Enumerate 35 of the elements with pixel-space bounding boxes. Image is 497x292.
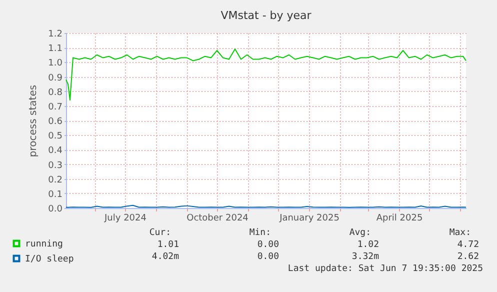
y-tick-label: 1.0 bbox=[48, 58, 63, 69]
line-series bbox=[66, 48, 466, 101]
text: 4.02m bbox=[152, 252, 179, 262]
y-tick-label: 0.7 bbox=[48, 102, 62, 112]
x-tick-label: April 2025 bbox=[376, 214, 423, 224]
text: 0.00 bbox=[257, 252, 279, 262]
text: 3.32m bbox=[352, 252, 379, 262]
y-tick-label: 0.9 bbox=[48, 73, 63, 84]
y-tick-label: 0.0 bbox=[48, 204, 63, 214]
x-tick-label: October 2024 bbox=[186, 214, 249, 224]
text: Avg: bbox=[349, 228, 371, 238]
text: Min: bbox=[249, 228, 271, 238]
y-tick-label: 1.1 bbox=[48, 44, 62, 54]
y-tick-label: 0.2 bbox=[48, 175, 62, 186]
text: Max: bbox=[449, 228, 471, 238]
text: 4.72 bbox=[457, 240, 479, 250]
y-tick-label: 0.8 bbox=[48, 88, 63, 98]
y-tick-label: 0.6 bbox=[48, 117, 63, 127]
text: Last update: Sat Jun 7 19:35:00 2025 bbox=[288, 264, 483, 274]
chart-title: VMstat - by year bbox=[220, 9, 312, 22]
y-tick-label: 0.3 bbox=[48, 160, 62, 171]
x-tick-label: January 2025 bbox=[278, 214, 340, 224]
y-tick-label: 0.1 bbox=[48, 190, 62, 200]
text: 1.01 bbox=[157, 240, 179, 250]
legend-label: running bbox=[25, 240, 63, 250]
y-axis-title: process states bbox=[28, 84, 40, 158]
y-tick-label: 1.2 bbox=[48, 30, 62, 40]
text: 2.62 bbox=[457, 252, 479, 262]
y-tick-label: 0.5 bbox=[48, 132, 62, 142]
x-tick-label: July 2024 bbox=[104, 214, 147, 224]
text: 0.00 bbox=[257, 240, 279, 250]
text: 1.02 bbox=[357, 240, 379, 250]
y-tick-label: 0.4 bbox=[48, 146, 63, 156]
text: Cur: bbox=[149, 228, 171, 238]
legend-label: I/O sleep bbox=[25, 254, 74, 264]
